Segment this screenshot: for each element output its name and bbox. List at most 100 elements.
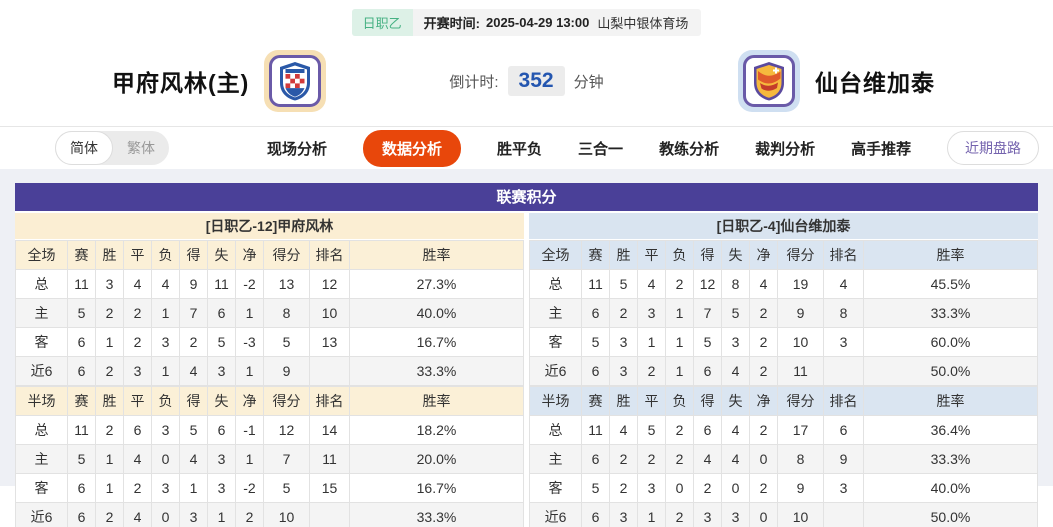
table-cell: 1 [665,356,694,386]
table-cell: 5 [721,298,750,328]
table-row: 主 6 2 2 2 4 4 0 8 9 33.3% [529,444,1038,474]
home-team-logo [264,50,327,112]
table-cell: 6 [67,473,96,503]
table-cell: 6 [207,415,236,445]
row-label: 总 [529,415,582,445]
table-cell: 1 [637,327,666,357]
table-cell: 4 [151,269,180,299]
table-cell: 18.2% [349,415,524,445]
table-cell: 12 [693,269,722,299]
table-cell: 2 [123,473,152,503]
table-cell: 3 [609,327,638,357]
table-cell: 2 [235,502,264,527]
table-row: 近6 6 3 1 2 3 3 0 10 50.0% [529,502,1038,527]
table-cell: 7 [263,444,310,474]
column-header: 平 [123,240,152,270]
table-cell: 3 [637,298,666,328]
away-fulltime-table: 全场赛胜平负得失净得分 排名 胜率总 11 5 4 2 12 8 4 19 4 45.5% 主 6 2 3 1 7 5… [529,240,1038,386]
table-cell: 40.0% [349,298,524,328]
tab-three-in-one[interactable]: 三合一 [578,140,624,158]
match-header: 甲府风林(主) 倒计时: 352 分钟 [0,36,1053,126]
table-cell: 12 [263,415,310,445]
column-header: 负 [151,240,180,270]
table-cell: 15 [309,473,350,503]
table-cell [823,356,864,386]
table-cell: 6 [67,356,96,386]
table-cell: 6 [207,298,236,328]
table-cell: 14 [309,415,350,445]
venue: 山梨中银体育场 [597,16,689,31]
table-cell [823,502,864,527]
column-header: 得 [179,240,208,270]
table-cell: 1 [95,444,124,474]
table-cell: 5 [263,327,310,357]
tab-win-draw-lose[interactable]: 胜平负 [497,140,543,158]
table-cell: 0 [721,473,750,503]
column-header: 失 [207,240,236,270]
table-cell: 4 [179,444,208,474]
table-cell: 13 [309,327,350,357]
recent-trends-button[interactable]: 近期盘路 [947,131,1039,165]
away-panel-header: [日职乙-4]仙台维加泰 [529,213,1038,240]
column-header: 胜率 [349,240,524,270]
column-header: 净 [235,240,264,270]
kickoff-label: 开赛时间: [423,16,480,31]
column-header: 胜 [609,386,638,416]
table-cell: 6 [581,502,610,527]
table-cell: 50.0% [863,502,1038,527]
table-cell: 13 [263,269,310,299]
lang-simplified[interactable]: 简体 [55,131,113,165]
table-cell: 11 [309,444,350,474]
table-cell: 2 [749,415,778,445]
table-cell: 5 [693,327,722,357]
row-label: 主 [529,444,582,474]
column-header: 排名 [309,240,350,270]
row-label: 近6 [15,356,68,386]
table-cell: 40.0% [863,473,1038,503]
column-header: 平 [123,386,152,416]
table-cell: 2 [95,415,124,445]
column-header: 排名 [823,240,864,270]
tab-data-analysis[interactable]: 数据分析 [363,129,462,167]
column-header: 胜率 [863,386,1038,416]
column-header: 失 [721,386,750,416]
table-row: 总 11 2 6 3 5 6 -1 12 14 18.2% [15,415,524,445]
table-cell: 33.3% [863,298,1038,328]
table-cell: -3 [235,327,264,357]
lang-toggle[interactable]: 简体 繁体 [55,131,169,165]
table-cell: 1 [637,502,666,527]
table-cell: 10 [309,298,350,328]
tab-live-analysis[interactable]: 现场分析 [267,140,328,158]
row-label: 近6 [15,502,68,527]
table-cell: 2 [749,473,778,503]
column-header: 赛 [581,386,610,416]
column-header: 平 [637,386,666,416]
table-cell: 2 [95,502,124,527]
row-label: 近6 [529,356,582,386]
table-cell: 3 [151,327,180,357]
away-team-name: 仙台维加泰 [815,70,935,96]
table-cell: 3 [151,415,180,445]
table-cell [309,502,350,527]
row-label: 客 [15,327,68,357]
countdown-value: 352 [507,66,565,96]
table-cell: 4 [721,415,750,445]
countdown-unit: 分钟 [573,73,604,91]
table-cell: 3 [179,502,208,527]
table-cell: 7 [693,298,722,328]
table-cell: 3 [123,356,152,386]
home-team-name: 甲府风林(主) [112,70,250,96]
table-cell: 5 [67,444,96,474]
tab-referee-analysis[interactable]: 裁判分析 [755,140,816,158]
tab-coach-analysis[interactable]: 教练分析 [659,140,720,158]
table-cell: 2 [609,473,638,503]
tab-expert-picks[interactable]: 高手推荐 [851,140,912,158]
column-header: 赛 [67,240,96,270]
table-cell: 5 [609,269,638,299]
table-cell: 2 [749,298,778,328]
table-cell: 10 [777,502,824,527]
lang-traditional[interactable]: 繁体 [127,140,155,156]
table-cell: 33.3% [349,356,524,386]
nav-tabs: 现场分析 数据分析 胜平负 三合一 教练分析 裁判分析 高手推荐 [267,129,912,167]
table-cell: 4 [123,444,152,474]
